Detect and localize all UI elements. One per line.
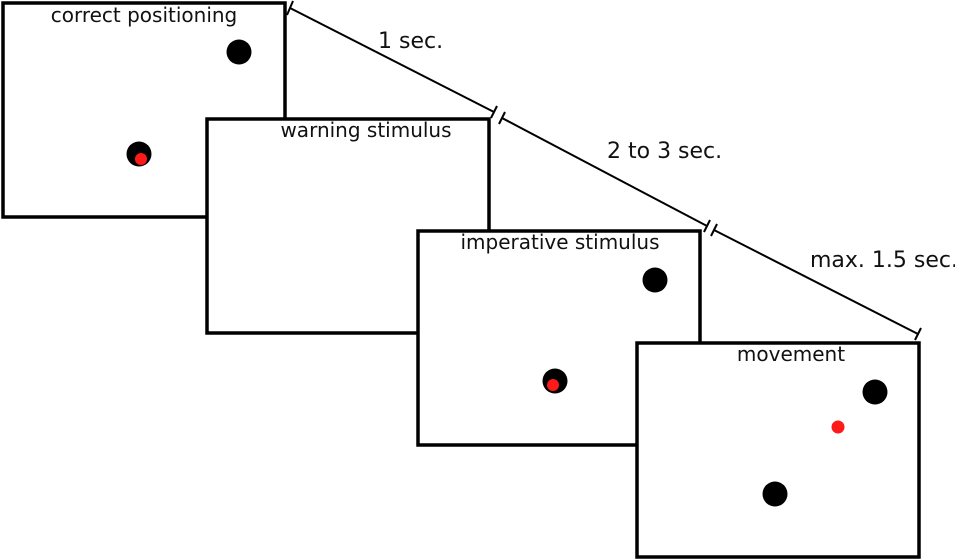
timeline-segment-1 xyxy=(289,7,495,113)
cursor-dot xyxy=(547,379,559,391)
duration-label-2: 2 to 3 sec. xyxy=(607,139,722,164)
timeline-segment-3 xyxy=(713,229,919,335)
frame-label: warning stimulus xyxy=(280,118,451,142)
target-dot xyxy=(862,379,888,405)
target-dot xyxy=(226,39,252,65)
cursor-dot xyxy=(135,153,147,165)
timeline-tick xyxy=(498,111,506,125)
timeline-tick xyxy=(286,0,294,16)
frame-label: correct positioning xyxy=(51,3,238,27)
frame-label: imperative stimulus xyxy=(460,230,659,254)
timeline-tick xyxy=(710,223,718,237)
timeline xyxy=(286,0,922,341)
duration-label-3: max. 1.5 sec. xyxy=(810,248,955,273)
duration-label-1: 1 sec. xyxy=(378,29,443,54)
frame-label: movement xyxy=(737,342,845,366)
frame-movement: movement xyxy=(635,341,921,559)
screen-frame xyxy=(635,341,921,559)
start-dot xyxy=(762,481,788,507)
target-dot xyxy=(642,267,668,293)
timeline-segment-2 xyxy=(501,117,708,227)
timeline-tick xyxy=(914,327,922,341)
timeline-tick xyxy=(703,219,711,233)
timeline-tick xyxy=(490,105,498,119)
cursor-dot xyxy=(831,420,845,434)
